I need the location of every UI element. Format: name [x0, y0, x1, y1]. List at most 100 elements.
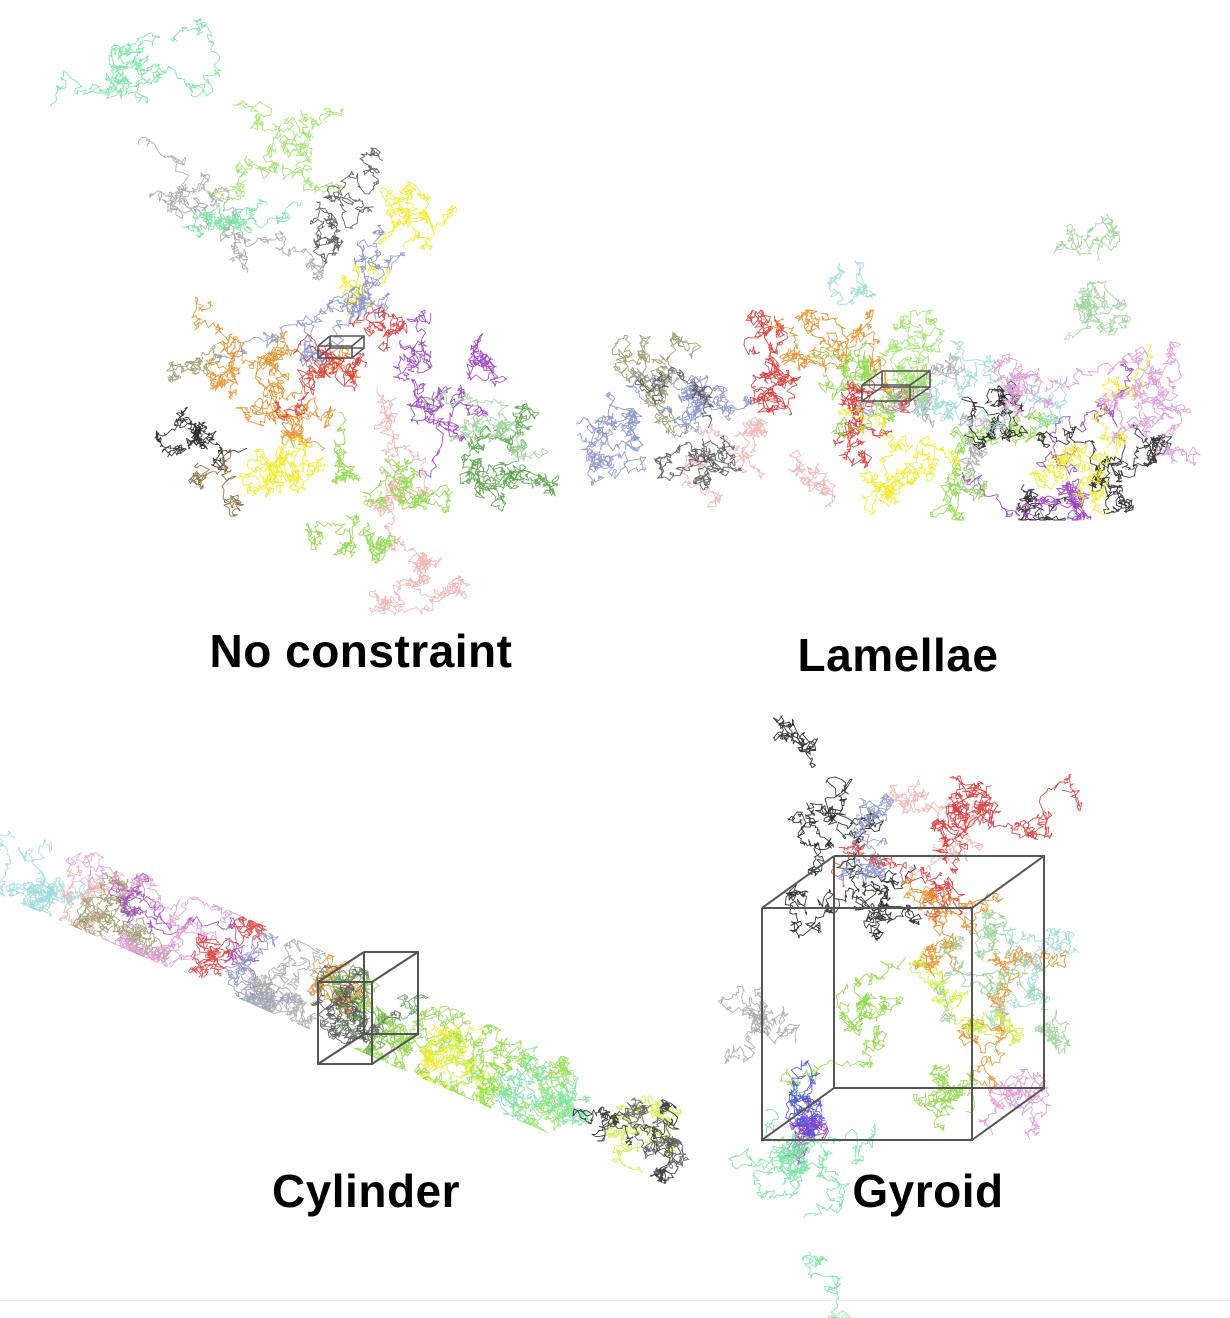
- polymer-chain: [604, 1094, 682, 1138]
- polymer-chain: [423, 389, 510, 442]
- polymer-chain: [108, 32, 161, 85]
- polymer-chain: [913, 372, 960, 422]
- polymer-chain: [557, 1087, 591, 1126]
- polymer-chain: [595, 408, 644, 449]
- polymer-chain: [188, 448, 244, 517]
- polymer-chain: [1064, 442, 1109, 516]
- polymer-chain: [65, 852, 202, 941]
- polymer-chain: [953, 1010, 1025, 1047]
- polymer-chain: [385, 181, 436, 251]
- polymer-chain: [1053, 213, 1121, 261]
- polymer-chain: [622, 1097, 678, 1153]
- polymer-chain: [912, 932, 960, 977]
- polymer-chain: [837, 408, 913, 493]
- polymer-chain: [1016, 484, 1077, 521]
- polymer-chain: [224, 932, 279, 998]
- polymer-chain: [467, 402, 540, 451]
- polymer-chain: [447, 1024, 505, 1095]
- polymer-chain: [985, 959, 1051, 1029]
- polymer-chain: [830, 839, 931, 888]
- simulation-box-edge: [909, 370, 931, 386]
- polymer-chain: [913, 352, 966, 416]
- polymer-chain: [757, 361, 798, 416]
- polymer-chain: [794, 309, 850, 363]
- polymer-chain: [780, 1025, 887, 1123]
- polymer-chain: [357, 995, 411, 1072]
- polymer-chain: [471, 413, 549, 462]
- polymer-chain: [392, 309, 433, 382]
- polymer-chain: [205, 352, 241, 400]
- polymer-chain: [420, 1028, 471, 1092]
- polymer-chain: [827, 260, 877, 306]
- polymer-chain: [246, 448, 285, 494]
- polymer-chain: [232, 100, 344, 155]
- simulation-box-edge: [351, 347, 365, 359]
- polymer-chain: [762, 318, 845, 374]
- polymer-chain: [329, 966, 371, 1044]
- polymer-chain: [836, 853, 916, 941]
- polymer-chain: [961, 380, 1025, 450]
- polymer-chain: [831, 376, 913, 439]
- polymer-chain: [120, 17, 222, 104]
- simulation-box-edge: [371, 951, 419, 983]
- polymer-chain: [162, 895, 247, 954]
- polymer-chain: [425, 1030, 476, 1082]
- polymer-chain: [908, 950, 969, 1019]
- polymer-chain: [657, 377, 706, 434]
- polymer-chain: [188, 933, 227, 979]
- simulation-box-edge: [351, 335, 365, 347]
- polymer-chain: [749, 342, 802, 416]
- polymer-chain: [803, 1123, 876, 1219]
- simulation-box-edge: [761, 1087, 835, 1141]
- polymer-chain: [253, 986, 308, 1014]
- cylinder-chain-plot: [0, 830, 690, 1185]
- polymer-chain: [254, 331, 290, 412]
- simulation-box-edge: [861, 370, 883, 386]
- polymer-chain: [330, 412, 361, 486]
- polymer-chain: [1130, 424, 1173, 468]
- lamellae-chain-plot: [575, 213, 1201, 521]
- panel-label-no-constraint: No constraint: [209, 625, 513, 677]
- polymer-chain: [309, 201, 344, 265]
- polymer-chain: [677, 382, 758, 422]
- polymer-chain: [216, 292, 358, 360]
- polymer-chain: [572, 1106, 634, 1146]
- polymer-chain: [772, 715, 818, 769]
- polymer-chain: [358, 522, 398, 564]
- polymer-chain: [633, 1099, 680, 1185]
- polymer-chain: [1056, 478, 1092, 521]
- polymer-chain: [861, 436, 939, 516]
- polymer-chain: [885, 779, 958, 827]
- polymer-chain: [835, 983, 877, 1036]
- polymer-chain: [369, 564, 470, 615]
- polymer-chain: [377, 186, 458, 246]
- polymer-chain: [198, 198, 268, 232]
- polymer-chain: [945, 785, 1002, 833]
- polymer-chain: [257, 938, 333, 997]
- panel-label-lamellae: Lamellae: [797, 629, 999, 681]
- panel-lamellae: Lamellae: [575, 213, 1201, 681]
- polymer-chain: [206, 126, 282, 201]
- polymer-chain: [837, 814, 887, 884]
- polymer-chain: [129, 943, 176, 968]
- simulation-box-edge: [317, 951, 365, 983]
- polymer-chain: [933, 966, 1049, 1025]
- simulation-box-edge: [317, 347, 331, 359]
- polymer-chain: [137, 136, 209, 230]
- polymer-chain: [238, 457, 326, 498]
- simulation-box-edge: [371, 1033, 419, 1065]
- polymer-chain: [281, 116, 346, 193]
- polymer-chain: [488, 1067, 592, 1126]
- polymer-chain: [974, 909, 1008, 962]
- polymer-chain: [1034, 1009, 1071, 1055]
- polymer-chain: [991, 353, 1044, 397]
- polymer-chain: [520, 1045, 576, 1115]
- polymer-chain: [974, 380, 1054, 431]
- polymer-chain: [274, 358, 367, 422]
- polymer-chain: [878, 439, 961, 507]
- panel-cylinder: Cylinder: [0, 700, 700, 1260]
- polymer-chain: [978, 1085, 1052, 1140]
- polymer-chain: [7, 880, 66, 917]
- polymer-chain: [823, 776, 884, 846]
- polymer-chain: [728, 1143, 839, 1186]
